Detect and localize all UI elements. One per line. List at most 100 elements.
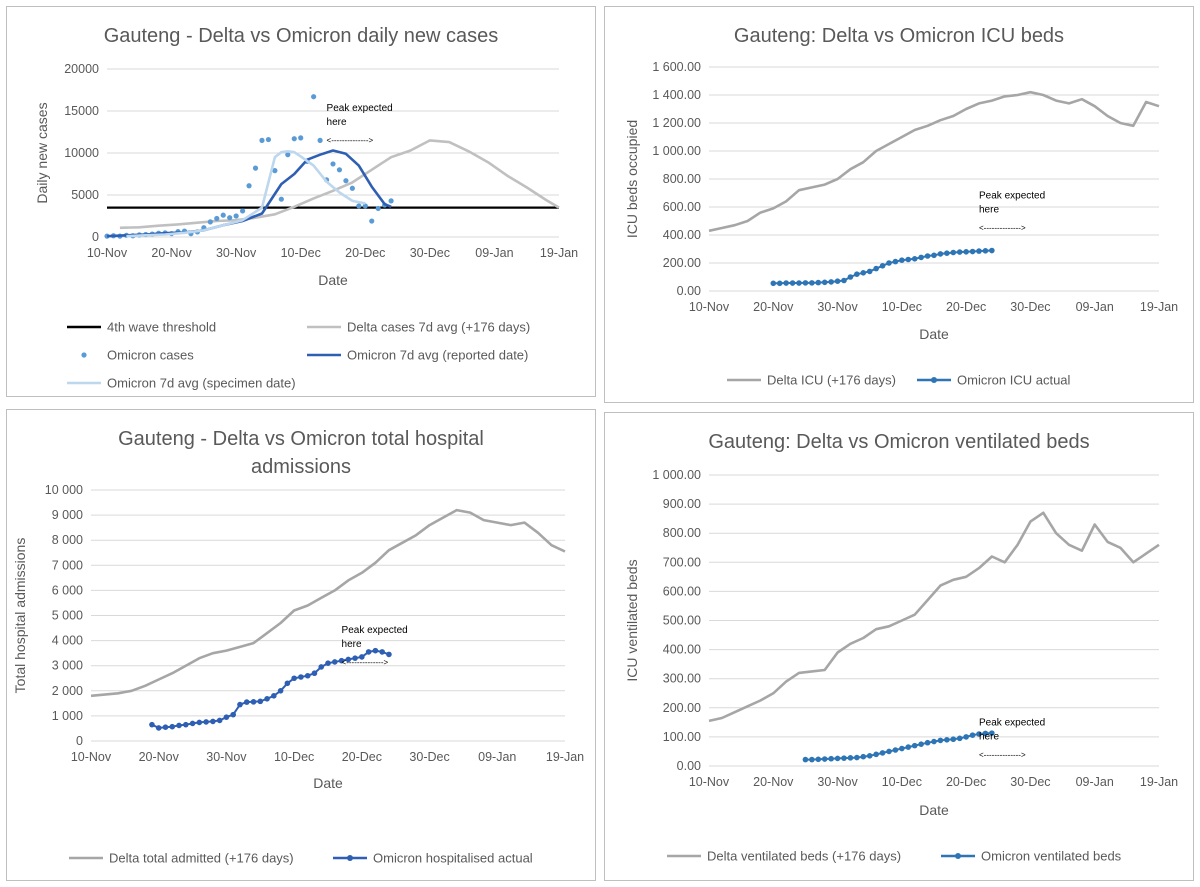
y-tick-label: 200.00 [663,701,701,715]
series-point [879,750,886,756]
y-tick-label: 800.00 [663,172,701,186]
series-point [899,745,905,752]
series-point [789,280,796,286]
omicron-case-point [291,136,297,142]
series-point [982,730,989,737]
y-tick-label: 9 000 [52,508,83,522]
x-tick-label: 09-Jan [478,750,516,764]
annotation-line-1: Peak expected [979,717,1045,728]
series-point [976,248,982,254]
x-tick-label: 30-Nov [206,750,247,764]
series-point [331,659,338,665]
y-tick-label: 100.00 [663,730,701,744]
legend-label: Delta total admitted (+176 days) [109,851,294,866]
series-point [866,753,873,759]
x-tick-label: 10-Nov [689,775,730,789]
series-point [950,736,957,743]
x-tick-label: 20-Nov [753,300,794,314]
series-point [352,655,358,661]
series-point [203,719,209,725]
series-line [126,150,366,238]
series-point [841,277,847,284]
series-point [379,649,385,655]
x-tick-label: 10-Dec [882,300,922,314]
series-line [106,149,392,238]
y-tick-label: 8 000 [52,533,83,547]
series-point [176,722,182,729]
series-point [860,753,867,760]
series-point [365,649,372,655]
omicron-case-point [265,136,272,143]
y-tick-label: 600.00 [663,584,701,598]
series-point [338,657,345,664]
series-point [189,720,196,727]
x-tick-label: 09-Jan [1076,300,1114,314]
chart-icu-beds: Gauteng: Delta vs Omicron ICU beds 0.00 2… [604,6,1194,403]
x-tick-label: 30-Nov [216,246,257,260]
chart-plot: 0.00 100.00 200.00 300.00 400.00 500.00 600.00… [624,468,1178,864]
y-tick-label: 4 000 [52,634,83,648]
x-axis-title: Date [318,272,348,288]
omicron-case-point [259,137,265,143]
series-point [963,249,969,255]
series-point [873,265,879,272]
series-point [989,730,995,736]
chart-title: Gauteng: Delta vs Omicron ICU beds [733,25,1065,47]
series-point [386,651,392,658]
series-point [809,280,815,286]
legend-label: Omicron ventilated beds [981,849,1122,864]
series-point [854,754,860,761]
y-tick-label: 5 000 [52,609,83,623]
series-point [899,257,905,263]
legend-label: Omicron hospitalised actual [373,851,533,866]
legend-label: Delta cases 7d avg (+176 days) [347,320,530,335]
y-axis-title: Total hospital admissions [12,538,28,694]
omicron-case-point [278,196,284,202]
series-point [345,656,352,663]
y-tick-label: 600.00 [663,200,701,214]
x-tick-label: 19-Jan [540,246,578,260]
y-tick-label: 1 200.00 [652,116,701,130]
x-tick-label: 30-Nov [817,775,858,789]
y-tick-label: 20000 [64,62,99,76]
y-tick-label: 3 000 [52,659,83,673]
y-tick-label: 5000 [71,188,99,202]
series-point [264,696,270,702]
omicron-case-point [207,219,213,225]
omicron-case-point [311,94,317,100]
series-line [708,90,1160,233]
y-tick-label: 1 400.00 [652,88,701,102]
chart-hospital-admissions: Gauteng - Delta vs Omicron total hospita… [6,409,596,881]
legend-label: Omicron 7d avg (specimen date) [107,376,296,391]
series-point [815,756,822,763]
x-tick-label: 30-Nov [817,300,858,314]
series-point [277,688,284,694]
chart-plot: 0 1 000 2 000 3 000 4 000 5 000 6 000 7 000 8 00… [12,483,584,866]
series-point [802,280,809,286]
series-point [956,249,963,255]
x-tick-label: 10-Nov [689,300,730,314]
y-tick-label: 10000 [64,146,99,160]
series-point [243,699,250,705]
series-point [924,739,931,746]
series-point [905,744,912,750]
series-point [828,279,834,285]
series-point [847,755,854,761]
chart-title-line-2: admissions [250,456,352,478]
chart-plot: 0 5000 10000 15000 20000 10-Nov 20-Nov 30-Nov 10… [34,62,578,391]
series-point [905,256,912,263]
annotation-line-2: here [979,205,999,216]
x-tick-label: 30-Dec [409,750,449,764]
chart-plot: 0.00 200.00 400.00 600.00 800.00 1 000.00 1 20… [624,60,1178,388]
series-point [879,263,886,269]
series-point [230,711,236,718]
x-tick-label: 10-Dec [274,750,314,764]
series-point [911,742,918,749]
omicron-case-point [252,165,259,171]
y-axis-title: Daily new cases [34,102,50,203]
series-point [291,675,297,682]
series-point [223,714,230,720]
series-point [834,278,841,285]
y-tick-label: 10 000 [45,483,83,497]
omicron-case-point [220,212,226,218]
